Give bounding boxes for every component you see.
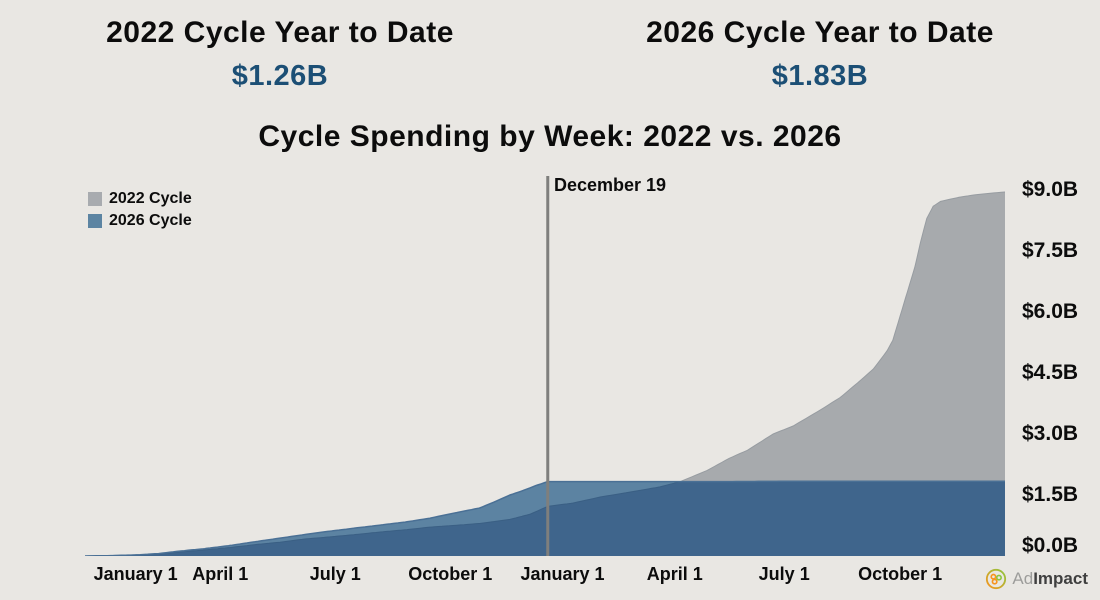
x-axis-label: April 1 (192, 564, 249, 584)
area-overlap (85, 481, 1005, 556)
area-chart (85, 176, 1005, 556)
legend-label: 2022 Cycle (109, 190, 192, 207)
logo-text-ad: Ad (1012, 569, 1034, 588)
header-2022-title: 2022 Cycle Year to Date (106, 16, 454, 49)
x-axis-label: July 1 (309, 564, 361, 584)
y-axis-label: $4.5B (1022, 360, 1079, 384)
y-axis-label: $9.0B (1022, 177, 1079, 201)
reference-line-label: December 19 (554, 175, 667, 195)
header-2022-block: 2022 Cycle Year to Date $1.26B (40, 16, 520, 93)
logo-text-impact: Impact (1033, 569, 1088, 588)
area-2022-cycle (85, 192, 1005, 556)
header-2026-block: 2026 Cycle Year to Date $1.83B (600, 16, 1040, 93)
header-2026-value: $1.83B (771, 60, 869, 92)
y-axis-label: $0.0B (1022, 534, 1079, 557)
x-axis-label: July 1 (758, 564, 810, 584)
x-axis-label: January 1 (93, 564, 178, 584)
legend-swatch (88, 214, 102, 228)
x-axis-label: October 1 (408, 564, 493, 584)
x-axis-label: October 1 (858, 564, 943, 584)
legend: 2022 Cycle 2026 Cycle (88, 188, 192, 232)
y-axis-label: $7.5B (1022, 238, 1079, 262)
legend-item: 2026 Cycle (88, 210, 192, 232)
header-2022-value: $1.26B (231, 60, 329, 92)
header-2026-title: 2026 Cycle Year to Date (646, 16, 994, 49)
y-axis-label: $6.0B (1022, 299, 1079, 323)
x-axis-label: April 1 (646, 564, 703, 584)
x-axis-label: January 1 (520, 564, 605, 584)
y-axis-label: $1.5B (1022, 482, 1079, 506)
chart-title: Cycle Spending by Week: 2022 vs. 2026 (258, 120, 842, 153)
adimpact-logo: Ad Impact (985, 568, 1088, 590)
legend-item: 2022 Cycle (88, 188, 192, 210)
legend-label: 2026 Cycle (109, 212, 192, 229)
y-axis-label: $3.0B (1022, 421, 1079, 445)
adimpact-logo-icon (986, 568, 1007, 590)
legend-swatch (88, 192, 102, 206)
